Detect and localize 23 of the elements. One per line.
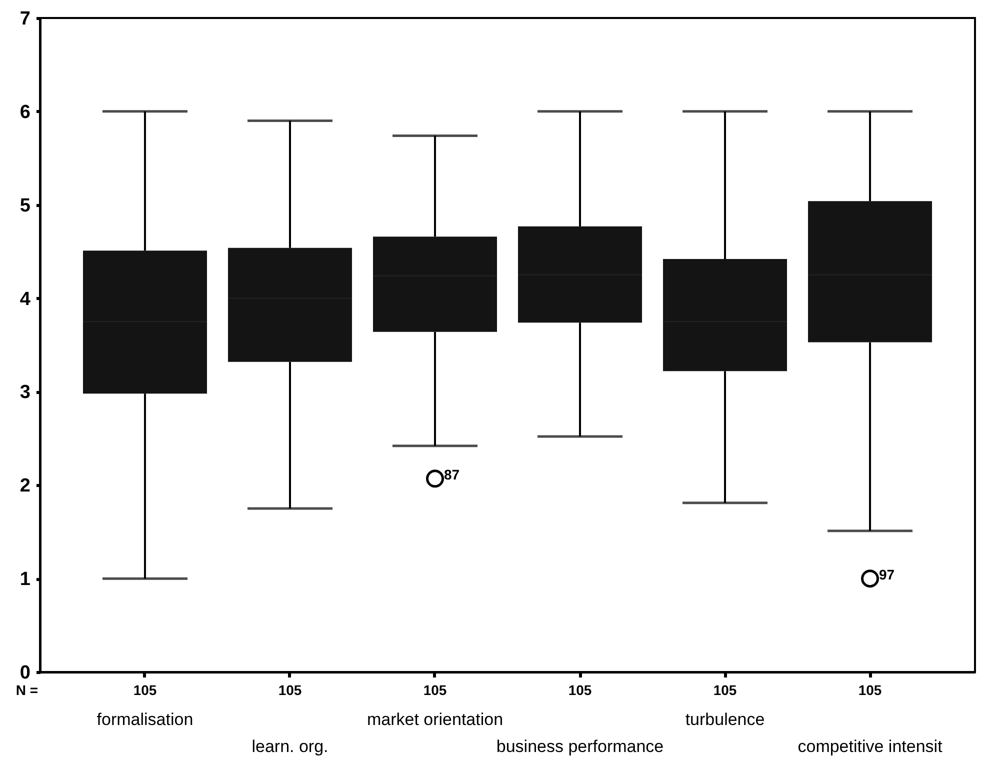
- y-tick-label: 7: [20, 8, 30, 30]
- text: 105: [858, 682, 882, 698]
- text: 105: [423, 682, 447, 698]
- text: N =: [16, 682, 38, 698]
- text: 105: [278, 682, 302, 698]
- x-tick-label: business performance: [496, 737, 664, 756]
- y-tick-label: 2: [20, 476, 30, 497]
- x-tick-label: formalisation: [96, 710, 194, 729]
- y-tick-label: 6: [20, 102, 30, 123]
- x-tick-label: competitive intensit: [798, 737, 943, 756]
- y-tick-label: 3: [20, 382, 30, 404]
- y-tick-label: 5: [20, 195, 31, 216]
- x-tick-label: market orientation: [366, 710, 504, 729]
- y-tick-label: 4: [20, 288, 31, 310]
- text: 105: [568, 682, 592, 698]
- y-tick-label: 0: [20, 662, 30, 684]
- y-tick-label: 1: [20, 569, 31, 590]
- annotation: 87: [444, 466, 460, 483]
- annotation: 97: [879, 566, 895, 583]
- x-tick-label: turbulence: [685, 710, 765, 729]
- text: 105: [713, 682, 737, 698]
- text: 105: [133, 682, 157, 698]
- x-tick-label: learn. org.: [252, 737, 328, 756]
